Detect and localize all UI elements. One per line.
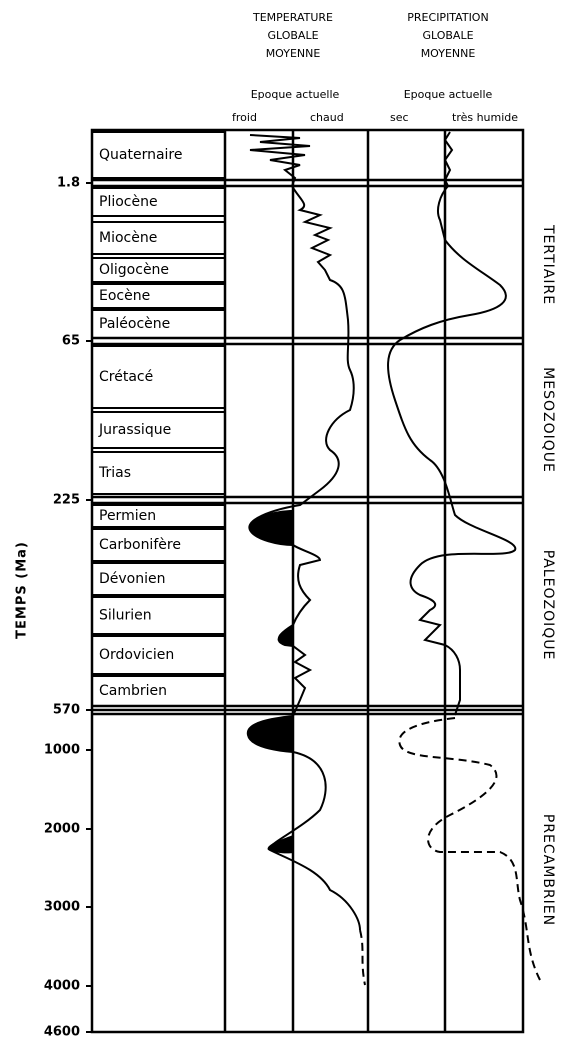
time-tick-label: 65 [62,334,80,349]
axis-title: TEMPS (Ma) [15,541,30,639]
period-box [91,675,226,707]
period-box [91,345,226,409]
precipitation-line-uncertain [398,717,541,981]
cold-bulge [249,510,293,545]
labels: 1.8 65 225 570 1000 2000 3000 4000 4600 Quaternai… [44,131,556,1040]
period-label: Silurien [99,608,152,624]
period-label: Cambrien [99,683,167,699]
precipitation-title: PRECIPITATION [407,11,488,24]
period-label: Miocène [99,230,157,246]
time-tick-label: 2000 [44,822,80,837]
era-label: TERTIAIRE [540,224,556,305]
precipitation-title: MOYENNE [421,47,476,60]
cold-bulge [278,626,293,646]
precipitation-title: GLOBALE [422,29,473,42]
time-tick-label: 570 [53,703,80,718]
time-tick-label: 4600 [44,1025,80,1040]
time-tick-label: 225 [53,493,80,508]
period-box [91,596,226,635]
period-box [91,257,226,283]
period-box [91,187,226,217]
period-box [91,528,226,562]
era-label: PALEOZOIQUE [540,550,556,661]
period-label: Paléocène [99,316,170,332]
cold-bulge [247,716,293,752]
temperature-title: TEMPERATURE [252,11,333,24]
header: TEMPERATURE GLOBALE MOYENNE PRECIPITATIO… [232,11,518,124]
precipitation-subtitle: Epoque actuelle [404,88,493,101]
period-box [91,451,226,495]
time-tick-label: 3000 [44,900,80,915]
era-label: PRECAMBRIEN [540,814,556,926]
cold-bulge [267,835,293,854]
period-box [91,283,226,309]
period-label: Dévonien [99,571,166,587]
period-box [91,562,226,596]
time-tick-label: 1.8 [57,176,80,191]
column-label: chaud [310,111,344,124]
temperature-curve [246,134,366,986]
period-label: Eocène [99,288,150,304]
column-label: très humide [452,111,518,124]
period-box [91,411,226,449]
period-box [91,309,226,339]
period-box [91,131,226,179]
temperature-line-uncertain [359,929,366,986]
period-label: Permien [99,508,156,524]
precipitation-curve [387,131,541,981]
period-label: Pliocène [99,194,158,210]
column-label: froid [232,111,257,124]
period-box [91,635,226,675]
period-label: Trias [98,465,131,481]
temperature-title: GLOBALE [267,29,318,42]
period-label: Carbonifère [99,537,181,553]
period-label: Jurassique [98,422,171,438]
period-label: Crétacé [99,369,153,385]
period-label: Oligocène [99,262,169,278]
temperature-subtitle: Epoque actuelle [251,88,340,101]
era-label: MESOZOIQUE [540,367,556,473]
precipitation-line [387,131,517,716]
period-label: Quaternaire [99,147,183,163]
column-label: sec [390,111,409,124]
temperature-line [246,134,361,931]
time-tick-label: 1000 [44,743,80,758]
period-box [91,221,226,255]
period-label: Ordovicien [99,647,174,663]
period-box [91,504,226,528]
time-tick-label: 4000 [44,979,80,994]
temperature-title: MOYENNE [266,47,321,60]
